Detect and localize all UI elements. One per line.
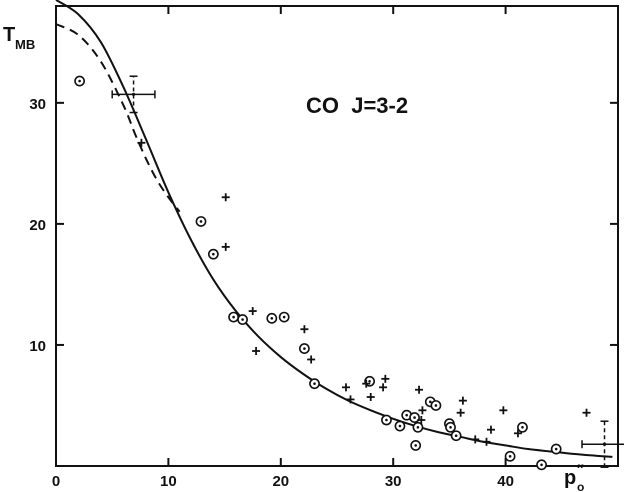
point-dot: [435, 404, 438, 407]
point-dot: [200, 220, 203, 223]
point-dot: [399, 425, 402, 428]
point-dot: [313, 382, 316, 385]
data-point-circled: [382, 415, 391, 424]
point-dot: [303, 347, 306, 350]
data-point-plus: [415, 386, 423, 394]
data-point-circled: [518, 423, 527, 432]
data-point-plus: [252, 347, 260, 355]
data-point-circled: [300, 344, 309, 353]
y-tick-label: 20: [29, 217, 46, 234]
error-bar-center: [132, 93, 135, 96]
point-dot: [449, 426, 452, 429]
model-curve-solid: [56, 0, 612, 457]
point-dot: [521, 426, 524, 429]
y-axis-label: T: [3, 24, 15, 46]
data-point-plus: [471, 435, 479, 443]
data-point-plus: [342, 383, 350, 391]
point-dot: [405, 414, 408, 417]
data-point-circled: [446, 423, 455, 432]
point-dot: [271, 317, 274, 320]
point-dot: [417, 426, 420, 429]
data-point-circled: [75, 76, 84, 85]
data-point-circled: [267, 314, 276, 323]
point-dot: [368, 380, 371, 383]
point-dot: [509, 455, 512, 458]
data-point-plus: [583, 409, 591, 417]
x-axis-label-subscript: o: [577, 480, 584, 492]
data-point-plus: [487, 426, 495, 434]
data-point-plus: [367, 393, 375, 401]
point-dot: [241, 318, 244, 321]
x-tick-label: 20: [272, 473, 289, 490]
data-point-circled: [413, 423, 422, 432]
x-axis-label: p: [564, 467, 576, 489]
data-point-plus: [307, 355, 315, 363]
data-point-plus: [222, 193, 230, 201]
point-dot: [555, 448, 558, 451]
data-point-circled: [411, 441, 420, 450]
y-tick-label: 30: [29, 96, 46, 113]
data-point-plus: [379, 383, 387, 391]
data-point-circled: [552, 444, 561, 453]
point-dot: [414, 444, 417, 447]
x-tick-label: 10: [160, 473, 177, 490]
data-point-circled: [395, 421, 404, 430]
x-axis-label-superscript: ″: [577, 461, 584, 477]
data-point-circled: [431, 401, 440, 410]
data-point-plus: [418, 406, 426, 414]
x-tick-label: 30: [385, 473, 402, 490]
point-dot: [455, 434, 458, 437]
data-point-circled: [196, 217, 205, 226]
data-point-circled: [505, 452, 514, 461]
data-point-plus: [459, 397, 467, 405]
plot-frame: [56, 6, 618, 466]
data-point-circled: [452, 431, 461, 440]
data-point-circled: [537, 460, 546, 469]
data-point-plus: [249, 307, 257, 315]
data-point-circled: [280, 313, 289, 322]
point-dot: [429, 401, 432, 404]
chart-annotation: CO J=3-2: [306, 93, 408, 118]
x-tick-label: 0: [52, 473, 60, 490]
point-dot: [540, 463, 543, 466]
point-dot: [413, 416, 416, 419]
x-tick-label: 40: [497, 473, 514, 490]
data-point-plus: [482, 438, 490, 446]
data-point-plus: [222, 243, 230, 251]
data-point-circled: [209, 250, 218, 259]
y-axis-label-subscript: MB: [15, 37, 35, 52]
point-dot: [385, 419, 388, 422]
point-dot: [212, 253, 215, 256]
data-point-circled: [238, 315, 247, 324]
data-point-plus: [137, 139, 145, 147]
error-bar-center: [603, 443, 606, 446]
point-dot: [78, 80, 81, 83]
model-curve-dashed: [56, 24, 180, 212]
data-point-circled: [229, 313, 238, 322]
data-point-circled: [310, 379, 319, 388]
point-dot: [232, 316, 235, 319]
data-point-plus: [381, 375, 389, 383]
point-dot: [283, 316, 286, 319]
data-point-plus: [457, 409, 465, 417]
data-point-plus: [300, 325, 308, 333]
data-point-plus: [499, 406, 507, 414]
y-tick-label: 10: [29, 338, 46, 355]
